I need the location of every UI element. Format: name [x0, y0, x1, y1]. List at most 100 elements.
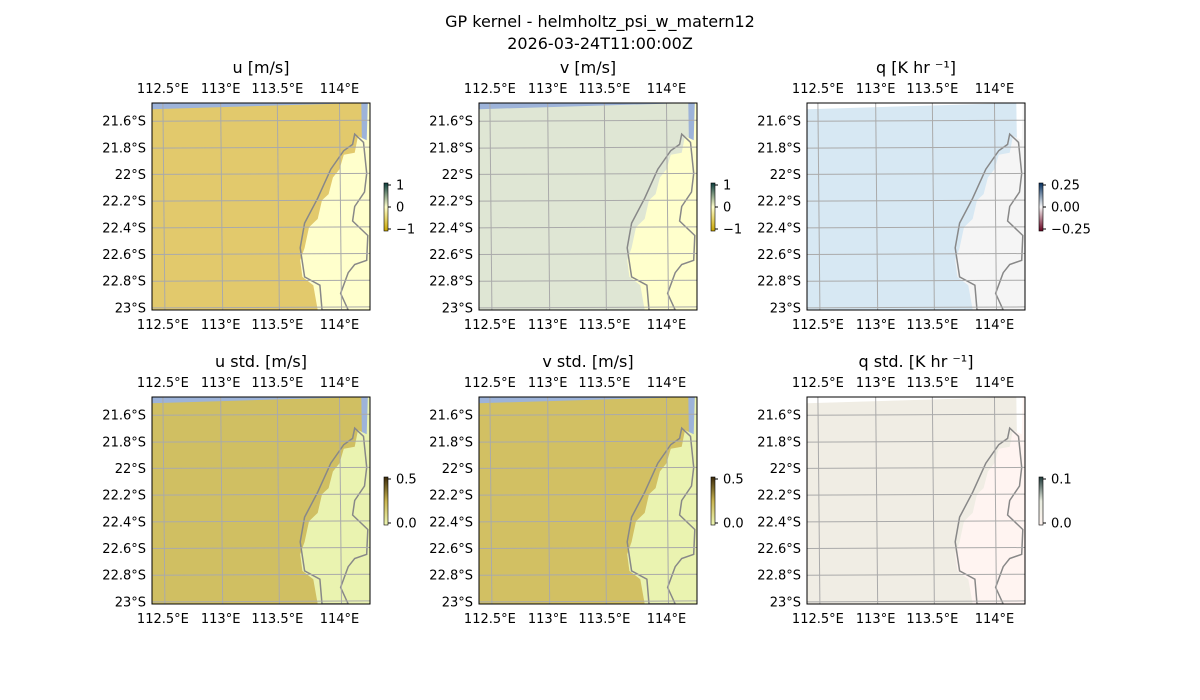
gridline-lat — [479, 493, 697, 496]
gridline-lat — [479, 547, 697, 550]
x-tick-label-top: 112.5°E — [137, 82, 189, 97]
x-tick-label-bottom: 113.5°E — [578, 318, 630, 333]
gridline-lat — [479, 226, 697, 229]
land-mask — [955, 103, 1025, 310]
y-tick-label: 22.2°S — [757, 489, 801, 504]
gridline-lat — [807, 306, 1025, 309]
x-tick-label-top: 113.5°E — [251, 376, 303, 391]
map-area — [807, 103, 1025, 310]
gridline-lat — [807, 413, 1025, 416]
gridline-lon — [338, 397, 342, 604]
gridline-lat — [807, 466, 1025, 469]
coastline — [954, 132, 1024, 310]
gridline-lon — [162, 397, 166, 604]
x-tick-label-bottom: 114°E — [975, 612, 1015, 627]
panel-title: v std. [m/s] — [542, 352, 633, 371]
x-tick-label-top: 113°E — [201, 376, 241, 391]
x-tick-label-top: 114°E — [320, 376, 360, 391]
gridline-lat — [152, 520, 370, 523]
panel-1: u [m/s]112.5°E112.5°E113°E113°E113.5°E11… — [102, 58, 415, 333]
land-mask — [627, 103, 697, 310]
gridline-lon — [993, 103, 997, 310]
gridline-lat — [479, 413, 697, 416]
x-tick-label-top: 113.5°E — [578, 376, 630, 391]
map-frame — [478, 102, 698, 311]
gridline-lat — [152, 493, 370, 496]
gridline-lat — [807, 520, 1025, 523]
panel-6: q std. [K hr ⁻¹] 112.5°E 112.5°E 113°E 113°E… — [757, 352, 1071, 627]
y-tick-label: 22.8°S — [102, 569, 146, 584]
gridline-lat — [479, 306, 697, 309]
colorbar-tick-label: −1 — [396, 223, 415, 238]
gridline-lat — [479, 253, 697, 256]
y-tick-label: 22.2°S — [429, 195, 473, 210]
x-tick-label-bottom: 113°E — [201, 318, 241, 333]
x-tick-label-top: 113°E — [528, 82, 568, 97]
x-tick-label-bottom: 113.5°E — [906, 612, 958, 627]
land-mask — [300, 397, 370, 604]
coastline — [299, 132, 369, 310]
x-tick-label-bottom: 114°E — [647, 612, 687, 627]
y-tick-label: 23°S — [442, 301, 473, 316]
y-tick-label: 22.8°S — [429, 569, 473, 584]
x-tick-label-bottom: 113.5°E — [906, 318, 958, 333]
y-tick-label: 22°S — [770, 168, 801, 183]
y-tick-label: 22.4°S — [757, 221, 801, 236]
y-tick-label: 21.8°S — [429, 142, 473, 157]
x-tick-label-top: 112.5°E — [792, 82, 844, 97]
gridline-lon — [338, 103, 342, 310]
gridline-lat — [152, 547, 370, 550]
x-tick-label-bottom: 113°E — [528, 612, 568, 627]
map-area — [152, 103, 370, 310]
colorbar-tick-label: 0 — [723, 201, 731, 216]
x-tick-label-bottom: 113°E — [856, 318, 896, 333]
gridline-lat — [807, 226, 1025, 229]
gridline-lat — [479, 146, 697, 149]
gridline-lat — [152, 573, 370, 576]
gridline-lon — [276, 397, 280, 604]
gridline-lon — [162, 103, 166, 310]
colorbar — [1038, 476, 1044, 526]
gridline-lat — [152, 199, 370, 202]
y-tick-label: 22.2°S — [102, 195, 146, 210]
x-tick-label-top: 114°E — [975, 82, 1015, 97]
map-area — [807, 397, 1025, 604]
y-tick-label: 21.8°S — [429, 436, 473, 451]
colorbar — [383, 182, 389, 232]
x-tick-label-bottom: 114°E — [647, 318, 687, 333]
y-tick-label: 22.8°S — [757, 275, 801, 290]
x-tick-label-bottom: 112.5°E — [464, 318, 516, 333]
colorbar-tick-label: 0.5 — [396, 473, 417, 488]
coastline — [299, 426, 369, 604]
gridline-lat — [479, 573, 697, 576]
gridline-lat — [152, 600, 370, 603]
y-tick-label: 22.4°S — [757, 515, 801, 530]
y-tick-label: 21.8°S — [757, 436, 801, 451]
gridline-lon — [220, 103, 224, 310]
gridline-lat — [807, 253, 1025, 256]
gridline-lon — [931, 103, 935, 310]
gridline-lat — [807, 146, 1025, 149]
y-tick-label: 22°S — [442, 462, 473, 477]
gridline-lat — [152, 146, 370, 149]
gridline-lon — [665, 103, 669, 310]
land-mask — [627, 397, 697, 604]
gridline-lat — [479, 520, 697, 523]
map-frame — [151, 396, 371, 605]
x-tick-label-top: 113°E — [856, 376, 896, 391]
gridline-lat — [152, 226, 370, 229]
colorbar-tick-label: −1 — [723, 223, 742, 238]
y-tick-label: 22.6°S — [757, 542, 801, 557]
gridline-lat — [152, 253, 370, 256]
y-tick-label: 22.6°S — [429, 248, 473, 263]
colorbar — [710, 182, 716, 232]
x-tick-label-bottom: 113.5°E — [251, 318, 303, 333]
panel-2: v [m/s]112.5°E112.5°E113°E113°E113.5°E11… — [429, 58, 742, 333]
colorbar-tick-label: −0.25 — [1051, 223, 1091, 238]
gridline-lat — [152, 172, 370, 175]
colorbar — [383, 476, 389, 526]
colorbar — [710, 476, 716, 526]
gridline-lat — [807, 440, 1025, 443]
colorbar-tick-label: 0.25 — [1051, 179, 1080, 194]
x-tick-label-bottom: 112.5°E — [137, 318, 189, 333]
